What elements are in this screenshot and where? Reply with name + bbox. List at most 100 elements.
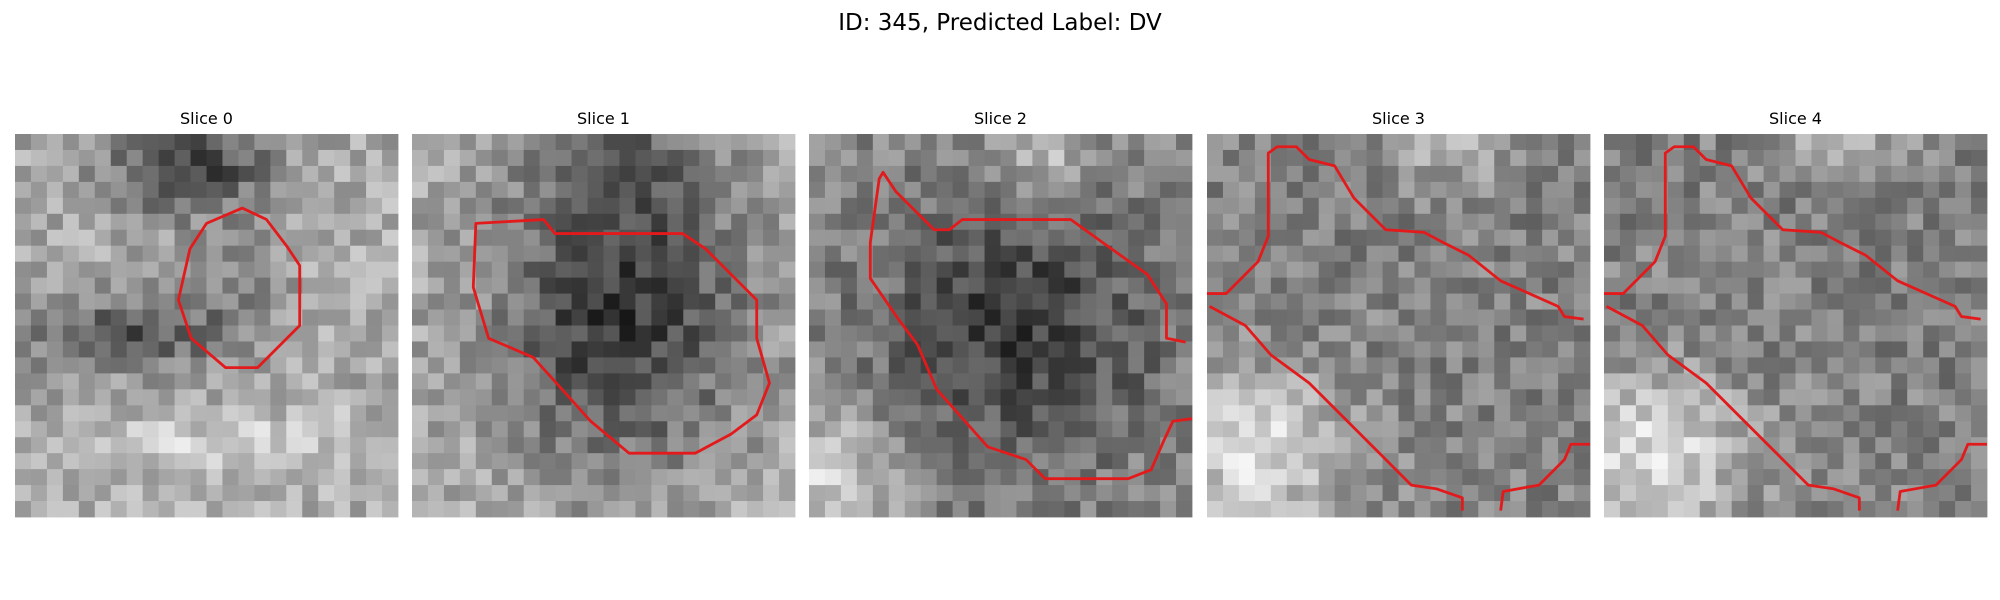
pixel [1032,309,1049,326]
pixel [382,261,399,279]
pixel [1302,373,1320,390]
pixel [731,181,748,199]
pixel [984,309,1001,326]
pixel [1923,261,1940,279]
pixel [1048,373,1065,390]
pixel [1302,389,1320,406]
pixel [382,213,399,231]
pixel [1715,405,1733,422]
pixel [46,469,64,486]
pixel [1747,357,1764,374]
pixel [1254,405,1272,422]
pixel [936,213,954,231]
pixel [1398,245,1415,263]
pixel [1016,485,1033,502]
pixel [1254,485,1272,502]
pixel [571,501,588,518]
pixel [126,421,144,438]
pixel [1302,341,1320,358]
pixel [174,469,191,486]
pixel [366,149,383,167]
pixel [1683,261,1701,279]
pixel [1955,149,1972,167]
pixel [523,181,541,199]
pixel [952,389,969,406]
pixel [920,501,938,518]
pixel [1112,501,1129,518]
pixel [382,485,399,502]
pixel [699,261,716,279]
pixel [1763,501,1780,518]
pixel [1382,229,1399,247]
pixel [1318,245,1336,263]
pixel [555,197,572,215]
pixel [1763,325,1780,342]
pixel [1923,149,1940,167]
pixel [62,437,80,454]
pixel [1891,229,1908,247]
pixel [158,181,175,199]
pixel [1478,277,1495,294]
pixel [1048,501,1065,518]
pixel [15,501,32,518]
pixel [1048,357,1065,374]
pixel [1795,277,1812,294]
pixel [1286,293,1304,310]
pixel [1699,165,1717,183]
pixel [667,261,684,279]
pixel [302,421,319,438]
pixel [968,245,985,263]
pixel [1526,325,1543,342]
pixel [904,309,922,326]
pixel [984,373,1001,390]
pixel [1366,437,1383,454]
pixel [856,501,874,518]
pixel [1763,245,1780,263]
pixel [1254,134,1272,151]
pixel [1366,325,1383,342]
pixel [1558,437,1575,454]
pixel [1811,421,1828,438]
pixel [46,357,64,374]
pixel [78,165,96,183]
pixel [94,197,112,215]
pixel [94,245,112,263]
pixel [936,245,954,263]
pixel [1080,309,1097,326]
pixel [1414,325,1431,342]
pixel [286,149,303,167]
pixel [1494,213,1511,231]
pixel [1747,181,1764,199]
pixel [952,134,969,151]
pixel [952,245,969,263]
pixel [491,149,509,167]
pixel [1366,421,1383,438]
pixel [302,389,319,406]
pixel [984,197,1001,215]
pixel [94,181,112,199]
pixel [1923,389,1940,406]
pixel [1318,229,1336,247]
pixel [1747,341,1764,358]
pixel [1619,277,1637,294]
pixel [683,341,700,358]
pixel [1827,181,1844,199]
pixel [1398,149,1415,167]
pixel [1366,373,1383,390]
pixel [809,421,826,438]
pixel [747,357,764,374]
pixel [1016,373,1033,390]
pixel [920,485,938,502]
pixel [635,213,652,231]
pixel [190,469,207,486]
pixel [1254,389,1272,406]
pixel [1207,165,1224,183]
pixel [1619,357,1637,374]
pixel [1510,453,1527,470]
pixel [254,149,271,167]
pixel [1907,325,1924,342]
pixel [1667,229,1685,247]
pixel [270,149,287,167]
pixel [872,453,890,470]
pixel [62,421,80,438]
